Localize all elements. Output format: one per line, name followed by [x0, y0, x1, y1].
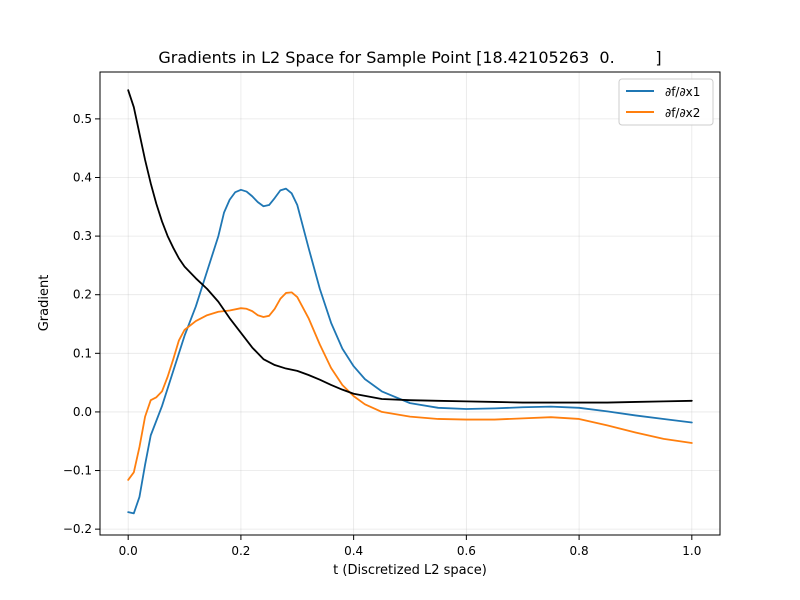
y-axis-label: Gradient — [37, 275, 52, 332]
x-tick-label: 0.0 — [119, 544, 138, 558]
x-tick-label: 0.2 — [231, 544, 250, 558]
series-line-3 — [127, 89, 693, 404]
y-axis-ticks: −0.2 −0.1 0.0 0.1 0.2 0.3 0.4 0.5 — [63, 112, 100, 536]
y-tick-label: 0.3 — [73, 229, 92, 243]
x-tick-label: 1.0 — [682, 544, 701, 558]
y-tick-label: 0.4 — [73, 170, 92, 184]
y-tick-label: 0.5 — [73, 112, 92, 126]
plot-area-frame — [99, 71, 721, 536]
x-tick-label: 0.6 — [457, 544, 476, 558]
grid-lines — [100, 72, 720, 535]
x-tick-label: 0.4 — [344, 544, 363, 558]
series-line-1 — [127, 187, 693, 515]
legend: ∂f/∂x1 ∂f/∂x2 — [618, 78, 714, 126]
y-tick-label: −0.1 — [63, 464, 92, 478]
series-lines — [127, 89, 693, 515]
legend-label-dfdx1: ∂f/∂x1 — [665, 85, 700, 99]
y-tick-label: 0.2 — [73, 288, 92, 302]
x-axis-label: t (Discretized L2 space) — [333, 563, 487, 578]
y-tick-label: −0.2 — [63, 522, 92, 536]
x-tick-label: 0.8 — [570, 544, 589, 558]
chart-title: Gradients in L2 Space for Sample Point [… — [158, 48, 661, 67]
y-tick-label: 0.0 — [73, 405, 92, 419]
x-axis-ticks: 0.0 0.2 0.4 0.6 0.8 1.0 — [119, 535, 701, 558]
series-line-2 — [127, 291, 693, 481]
legend-label-dfdx2: ∂f/∂x2 — [665, 106, 700, 120]
y-tick-label: 0.1 — [73, 346, 92, 360]
